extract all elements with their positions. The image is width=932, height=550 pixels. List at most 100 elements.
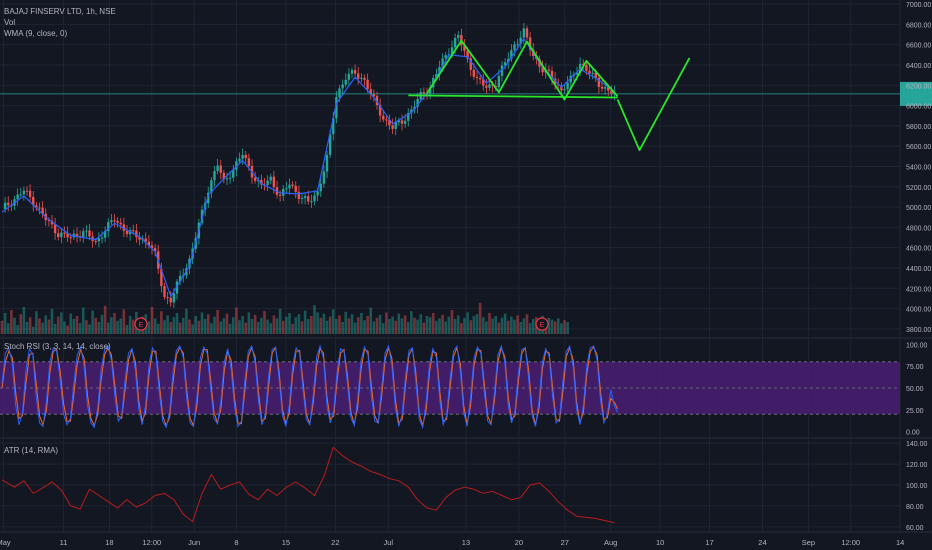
candle-body xyxy=(338,88,341,98)
candle-body xyxy=(160,268,163,287)
candle-body xyxy=(475,76,479,78)
candle-body xyxy=(328,134,332,155)
candle-body xyxy=(222,172,226,180)
stoch-axis-label: 0.00 xyxy=(906,430,920,437)
candle-body xyxy=(300,198,304,200)
candle-body xyxy=(469,58,472,70)
volume-bar xyxy=(328,316,332,334)
time-axis-label: Sep xyxy=(802,538,815,547)
candle-body xyxy=(466,50,469,59)
price-axis-label: 5200.00 xyxy=(906,185,931,192)
volume-bar xyxy=(53,323,57,334)
earnings-marker-icon[interactable] xyxy=(134,317,148,331)
candle-body xyxy=(144,238,147,242)
candle-body xyxy=(238,158,241,162)
volume-bar xyxy=(281,320,285,334)
volume-bar xyxy=(369,307,373,334)
volume-bar xyxy=(10,310,13,334)
candle-body xyxy=(610,90,613,94)
candle-body xyxy=(216,165,219,172)
candle-body xyxy=(260,179,263,185)
volume-bar xyxy=(347,318,351,334)
candle-body xyxy=(47,220,51,222)
candle-body xyxy=(232,169,235,178)
candle-body xyxy=(100,237,104,239)
pattern-drawing-line[interactable] xyxy=(408,94,618,99)
candle-body xyxy=(363,77,366,80)
candle-body xyxy=(497,75,501,88)
volume-bar xyxy=(3,313,7,334)
volume-bar xyxy=(491,318,494,334)
price-axis-label: 4000.00 xyxy=(906,307,931,314)
candle-body xyxy=(41,207,44,214)
candle-body xyxy=(488,84,491,88)
volume-bar xyxy=(310,316,313,334)
candle-body xyxy=(85,230,88,232)
volume-bar xyxy=(19,314,23,334)
stoch-axis-label: 100.00 xyxy=(906,342,928,349)
candle-body xyxy=(125,230,129,235)
volume-bar xyxy=(78,323,82,334)
candle-body xyxy=(410,109,413,113)
time-axis-label: 8 xyxy=(234,538,238,547)
volume-bar xyxy=(291,323,294,334)
stoch-rsi-panel[interactable] xyxy=(0,344,900,430)
atr-axis-label: 120.00 xyxy=(906,462,928,469)
volume-bar xyxy=(563,320,566,334)
volume-bar xyxy=(547,317,551,334)
volume-bar xyxy=(191,324,194,334)
time-axis-label: 20 xyxy=(515,538,523,547)
time-axis-label: 12:00 xyxy=(841,538,860,547)
candle-body xyxy=(132,230,135,232)
volume-bar xyxy=(147,321,151,334)
candle-body xyxy=(278,194,282,196)
atr-panel[interactable] xyxy=(1,446,615,524)
earnings-marker-label: E xyxy=(139,322,144,329)
volume-bar xyxy=(216,310,219,334)
candle-body xyxy=(53,224,57,234)
volume-bar xyxy=(500,317,504,334)
candle-body xyxy=(603,87,607,89)
symbol-title: BAJAJ FINSERV LTD, 1h, NSE xyxy=(4,7,116,16)
volume-bar xyxy=(497,322,501,334)
candle-body xyxy=(500,65,504,76)
volume-bar xyxy=(400,318,404,334)
candle-body xyxy=(291,184,294,186)
volume-bar xyxy=(319,317,323,334)
volume-bar xyxy=(410,311,413,334)
candle-body xyxy=(407,112,410,121)
volume-bars xyxy=(0,302,569,334)
volume-bar xyxy=(391,316,394,334)
candle-body xyxy=(266,180,269,185)
candle-body xyxy=(478,77,482,80)
volume-bar xyxy=(510,316,513,334)
candle-body xyxy=(32,196,35,206)
candle-body xyxy=(213,171,216,181)
candle-body xyxy=(435,73,438,79)
pattern-drawing-line[interactable] xyxy=(426,39,619,101)
candle-body xyxy=(400,120,404,124)
volume-bar xyxy=(553,321,557,334)
candle-body xyxy=(394,122,397,129)
earnings-marker-icon[interactable] xyxy=(535,317,549,331)
volume-bar xyxy=(466,312,469,334)
candle-body xyxy=(107,222,110,231)
volume-bar xyxy=(388,319,391,334)
candle-body xyxy=(272,176,276,188)
volume-bar xyxy=(428,317,432,334)
earnings-marker-label: E xyxy=(540,322,545,329)
volume-bar xyxy=(213,316,216,334)
volume-bar xyxy=(353,322,357,334)
volume-bar xyxy=(235,307,238,334)
candle-body xyxy=(310,201,313,203)
pattern-drawing-line[interactable] xyxy=(616,57,691,152)
volume-bar xyxy=(294,317,298,334)
candle-body xyxy=(516,43,519,45)
volume-bar xyxy=(263,311,266,334)
candle-body xyxy=(166,296,169,298)
candle-body xyxy=(60,232,63,238)
volume-bar xyxy=(266,319,269,334)
candle-body xyxy=(325,154,329,172)
